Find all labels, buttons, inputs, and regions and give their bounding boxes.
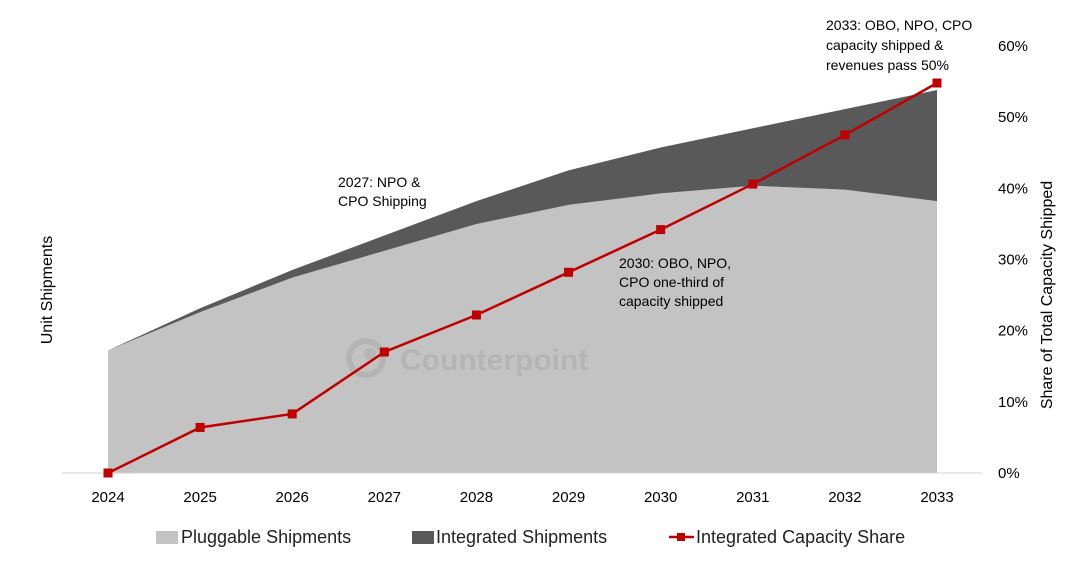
legend-swatch-pluggable bbox=[156, 531, 178, 544]
y2-tick-label: 30% bbox=[998, 252, 1028, 269]
x-tick-label: 2024 bbox=[91, 489, 124, 506]
x-tick-label: 2033 bbox=[920, 489, 953, 506]
legend-item-integrated: Integrated Shipments bbox=[412, 527, 607, 547]
y2-tick-labels: 0% 10% 20% 30% 40% 50% 60% bbox=[998, 38, 1028, 482]
annotation-2033: 2033: OBO, NPO, CPO capacity shipped & r… bbox=[826, 17, 976, 73]
x-tick-label: 2032 bbox=[828, 489, 861, 506]
legend-marker-capacity-share bbox=[677, 533, 685, 541]
x-tick-labels: 2024 2025 2026 2027 2028 2029 2030 2031 2032 2033 bbox=[91, 489, 953, 506]
capacity-share-point bbox=[932, 78, 942, 88]
capacity-share-point bbox=[656, 225, 666, 235]
y2-tick-label: 0% bbox=[998, 465, 1020, 482]
capacity-share-point bbox=[840, 130, 850, 140]
capacity-share-point bbox=[287, 409, 297, 419]
x-tick-label: 2031 bbox=[736, 489, 769, 506]
counterpoint-logo-icon bbox=[346, 338, 386, 378]
capacity-share-line bbox=[107, 81, 938, 475]
area-integrated-shipments bbox=[108, 90, 937, 351]
capacity-share-point bbox=[379, 347, 389, 357]
area-pluggable-shipments bbox=[108, 185, 937, 473]
capacity-share-point bbox=[748, 179, 758, 189]
annotation-2030: 2030: OBO, NPO, CPO one-third of capacit… bbox=[619, 255, 735, 309]
x-tick-label: 2030 bbox=[644, 489, 677, 506]
area-layer bbox=[108, 90, 937, 473]
x-tick-label: 2025 bbox=[183, 489, 216, 506]
x-tick-label: 2028 bbox=[460, 489, 493, 506]
legend-item-capacity-share: Integrated Capacity Share bbox=[669, 527, 905, 547]
y2-tick-label: 60% bbox=[998, 38, 1028, 55]
y-axis-title: Unit Shipments bbox=[39, 236, 56, 345]
annotation-2027: 2027: NPO & CPO Shipping bbox=[338, 174, 427, 209]
legend-label-integrated: Integrated Shipments bbox=[436, 527, 607, 547]
legend: Pluggable Shipments Integrated Shipments… bbox=[156, 527, 905, 547]
legend-label-pluggable: Pluggable Shipments bbox=[181, 527, 351, 547]
capacity-share-line-layer bbox=[103, 78, 942, 478]
y2-tick-label: 50% bbox=[998, 109, 1028, 126]
capacity-share-point bbox=[195, 422, 205, 432]
x-tick-label: 2029 bbox=[552, 489, 585, 506]
x-tick-label: 2027 bbox=[368, 489, 401, 506]
legend-label-capacity-share: Integrated Capacity Share bbox=[696, 527, 905, 547]
capacity-share-point bbox=[103, 468, 113, 478]
legend-swatch-integrated bbox=[412, 531, 434, 544]
y2-axis-title: Share of Total Capacity Shipped bbox=[1039, 181, 1056, 409]
watermark: Counterpoint bbox=[346, 338, 588, 378]
y2-tick-label: 40% bbox=[998, 180, 1028, 197]
y2-tick-label: 10% bbox=[998, 394, 1028, 411]
y2-tick-label: 20% bbox=[998, 323, 1028, 340]
capacity-share-point bbox=[564, 267, 574, 277]
capacity-share-point bbox=[471, 310, 481, 320]
watermark-text: Counterpoint bbox=[400, 344, 588, 377]
legend-item-pluggable: Pluggable Shipments bbox=[156, 527, 351, 547]
x-tick-label: 2026 bbox=[276, 489, 309, 506]
